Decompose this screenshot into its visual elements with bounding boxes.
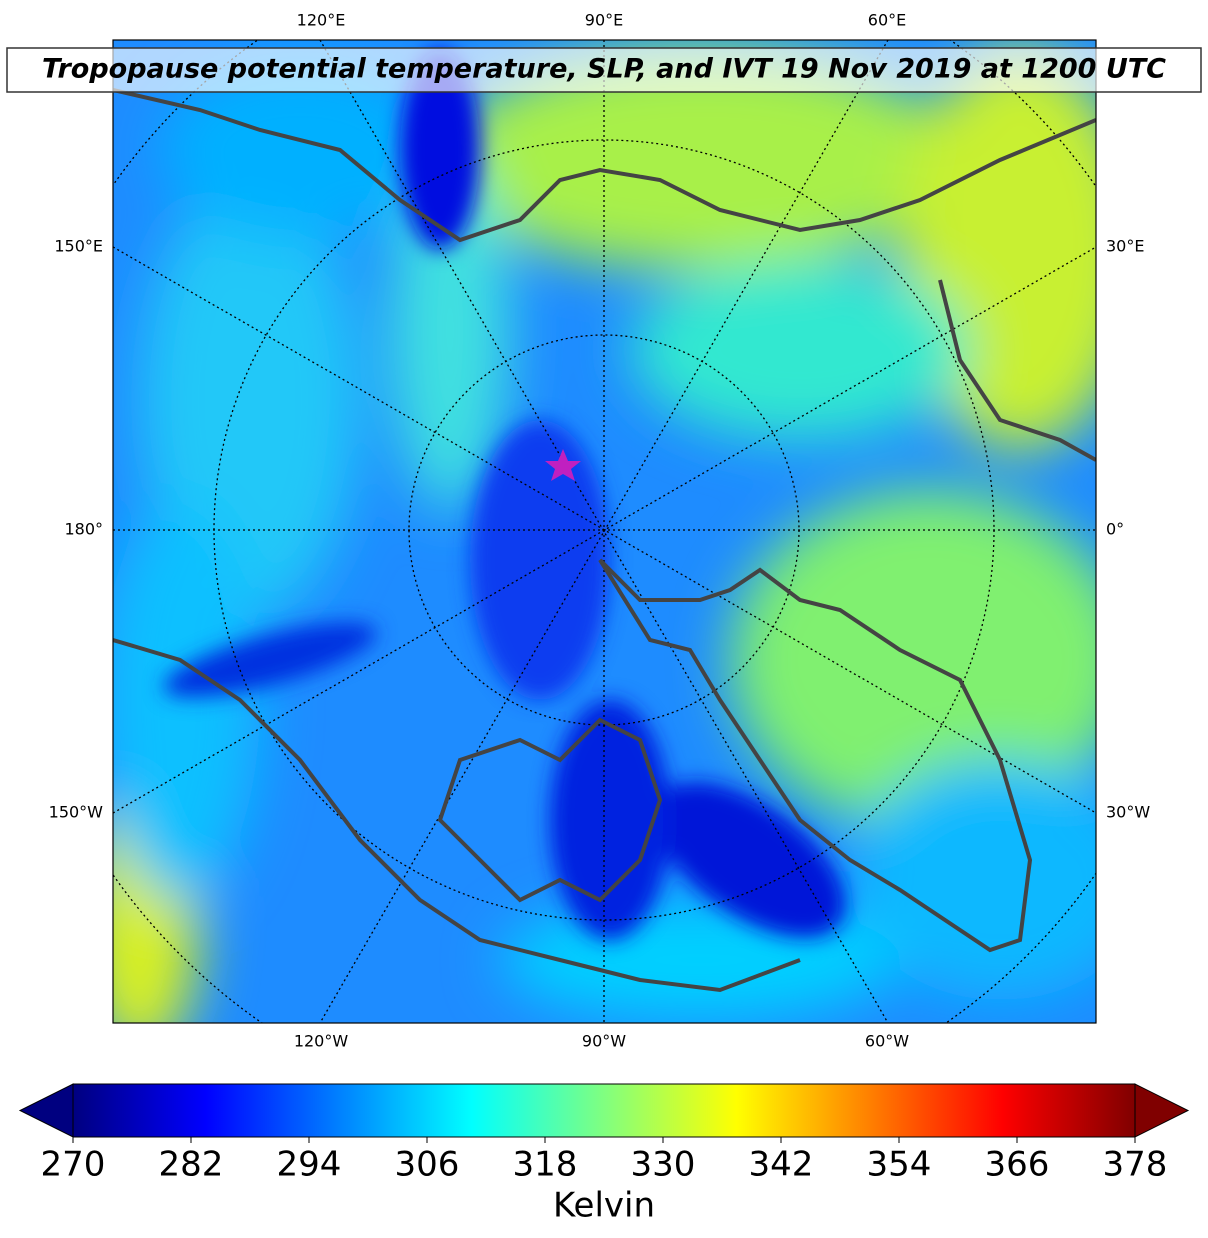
map-labels: 120°E 90°E 60°E 120°W 90°W 60°W 150°E 180° 150°W… xyxy=(49,11,1151,1051)
lon-label: 0° xyxy=(1106,520,1124,539)
colorbar-tick-label: 294 xyxy=(277,1145,342,1185)
lon-label: 30°W xyxy=(1106,803,1150,822)
colorbar-tick-label: 282 xyxy=(159,1145,224,1185)
colorbar-tick-label: 318 xyxy=(513,1145,578,1185)
colorbar-extend-max xyxy=(1134,1083,1190,1138)
map-frame xyxy=(112,39,1097,1024)
colorbar-extend-min xyxy=(18,1083,74,1138)
colorbar-tick-label: 330 xyxy=(631,1145,696,1185)
lon-label: 90°W xyxy=(582,1032,626,1051)
colorbar-tick-label: 342 xyxy=(749,1145,814,1185)
colorbar-body xyxy=(73,1084,1135,1137)
lon-label: 30°E xyxy=(1106,237,1144,256)
colorbar: 270 282 294 306 318 330 342 354 366 378 Kelvin xyxy=(18,1083,1190,1226)
lon-label: 60°E xyxy=(868,11,906,30)
colorbar-tick-label: 366 xyxy=(985,1145,1050,1185)
map-field xyxy=(113,40,1096,1023)
coastlines xyxy=(113,88,1096,993)
colorbar-frame xyxy=(72,1083,1136,1138)
colorbar-tick-label: 354 xyxy=(867,1145,932,1185)
lon-label: 150°E xyxy=(54,237,103,256)
lon-label: 150°W xyxy=(49,803,104,822)
colorbar-tick-label: 270 xyxy=(41,1145,106,1185)
lon-label: 120°E xyxy=(297,11,346,30)
lon-label: 120°W xyxy=(294,1032,349,1051)
colorbar-tick-label: 378 xyxy=(1103,1145,1168,1185)
title-box xyxy=(6,47,1202,93)
title: Tropopause potential temperature, SLP, a… xyxy=(42,54,1166,85)
lon-label: 90°E xyxy=(585,11,623,30)
colorbar-label: Kelvin xyxy=(553,1186,655,1226)
lon-label: 180° xyxy=(64,520,103,539)
colorbar-tick-label: 306 xyxy=(395,1145,460,1185)
graticule xyxy=(113,40,1096,1023)
lon-label: 60°W xyxy=(865,1032,909,1051)
